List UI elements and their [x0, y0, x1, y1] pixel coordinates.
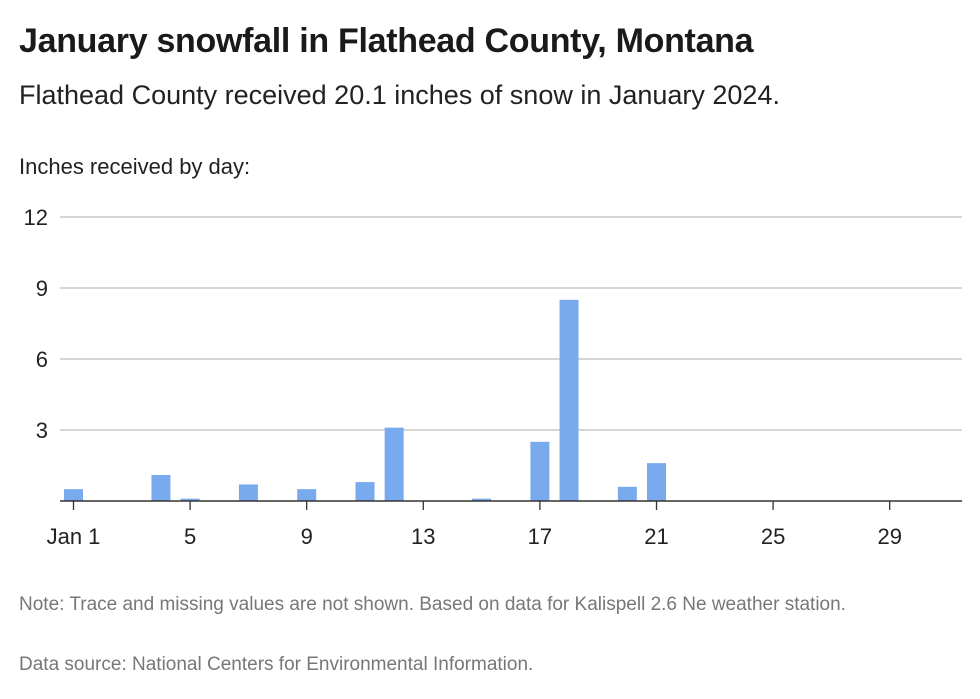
x-tick-label: 29 [877, 524, 901, 549]
bar-day-1 [64, 489, 83, 501]
chart-note: Note: Trace and missing values are not s… [19, 594, 846, 615]
x-tick-label: Jan 1 [47, 524, 101, 549]
bar-day-20 [617, 486, 637, 501]
bar-day-21 [647, 463, 666, 501]
y-tick-label: 3 [36, 418, 48, 443]
bar-day-11 [355, 482, 375, 501]
x-axis [60, 500, 962, 510]
bars [64, 299, 666, 501]
y-tick-label: 9 [36, 276, 48, 301]
chart-subtitle: Flathead County received 20.1 inches of … [19, 80, 780, 110]
bar-day-15 [472, 498, 492, 501]
y-tick-label: 6 [36, 347, 48, 372]
bar-day-4 [151, 474, 171, 501]
y-axis-label: Inches received by day: [19, 154, 251, 179]
bar-day-9 [297, 489, 317, 501]
x-tick-labels: Jan 1 5 9 13 17 21 25 29 [47, 524, 902, 549]
x-tick-label: 17 [528, 524, 552, 549]
bar-day-5 [180, 498, 200, 501]
x-tick-label: 13 [411, 524, 435, 549]
y-tick-labels: 3 6 9 12 [24, 205, 48, 443]
chart-title: January snowfall in Flathead County, Mon… [19, 22, 754, 60]
y-tick-label: 12 [24, 205, 48, 230]
bar-day-12 [384, 427, 404, 501]
data-source: Data source: National Centers for Enviro… [19, 654, 534, 675]
x-tick-label: 9 [301, 524, 313, 549]
bar-day-17 [530, 441, 550, 501]
x-tick-label: 21 [644, 524, 668, 549]
bar-day-7 [238, 484, 258, 501]
x-tick-label: 5 [184, 524, 196, 549]
x-tick-label: 25 [761, 524, 785, 549]
bar-chart: 3 6 9 12 Jan 1 5 9 13 17 21 25 29 [24, 205, 962, 549]
bar-day-18 [559, 299, 579, 501]
gridlines [60, 216, 962, 431]
